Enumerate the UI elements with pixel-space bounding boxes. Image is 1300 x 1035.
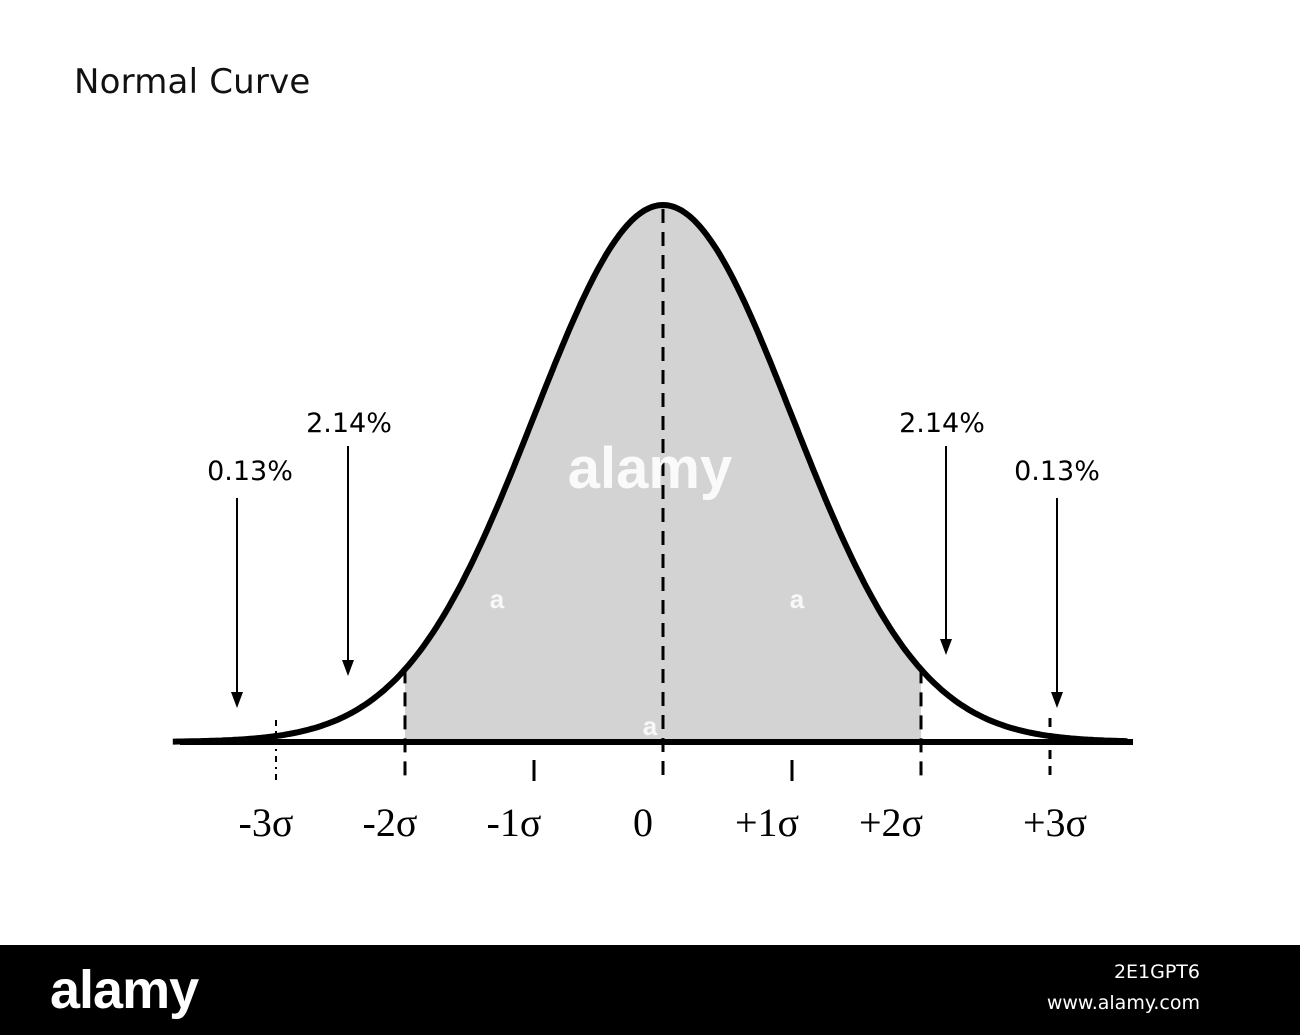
annotation-label-3: 0.13%: [1014, 456, 1100, 487]
footer-logo: alamy: [50, 960, 199, 1020]
curve-layer: [172, 202, 1128, 745]
tick-labels-layer: -3σ -2σ -1σ 0 +1σ +2σ +3σ: [239, 800, 1088, 845]
watermark-text: alamy: [568, 436, 732, 501]
chart-title: Normal Curve: [74, 62, 311, 102]
watermark-small-0: a: [490, 584, 505, 614]
tick-label-6: +3σ: [1023, 800, 1087, 845]
annotation-label-1: 2.14%: [306, 408, 392, 439]
annotation-label-2: 2.14%: [899, 408, 985, 439]
annotation-arrowhead-3: [1051, 692, 1063, 708]
annotation-arrowhead-1: [342, 660, 354, 676]
watermark-layer: alamy a a a: [490, 436, 805, 741]
normal-curve-line: [172, 202, 1128, 745]
tick-label-0: -3σ: [239, 800, 294, 845]
tick-label-2: -1σ: [487, 800, 542, 845]
tick-label-4: +1σ: [735, 800, 799, 845]
footer-bar: alamy 2E1GPT6 www.alamy.com: [0, 945, 1300, 1035]
tick-label-3: 0: [633, 800, 653, 845]
watermark-small-1: a: [790, 584, 805, 614]
footer-url-link[interactable]: www.alamy.com: [1046, 992, 1200, 1014]
annotation-label-0: 0.13%: [207, 456, 293, 487]
annotation-arrowhead-0: [231, 692, 243, 708]
normal-curve-chart: -3σ -2σ -1σ 0 +1σ +2σ +3σ 0.13%2.14% 2.14%0.13%…: [172, 202, 1133, 845]
tick-label-1: -2σ: [363, 800, 418, 845]
watermark-small-2: a: [643, 711, 658, 741]
annotations-layer: 0.13% 2.14% 2.14% 0.13%: [207, 408, 1100, 708]
tick-label-5: +2σ: [859, 800, 923, 845]
reference-lines-layer: [275, 209, 1052, 782]
annotation-arrowhead-2: [940, 639, 952, 655]
image-id-label: 2E1GPT6: [1113, 961, 1200, 983]
